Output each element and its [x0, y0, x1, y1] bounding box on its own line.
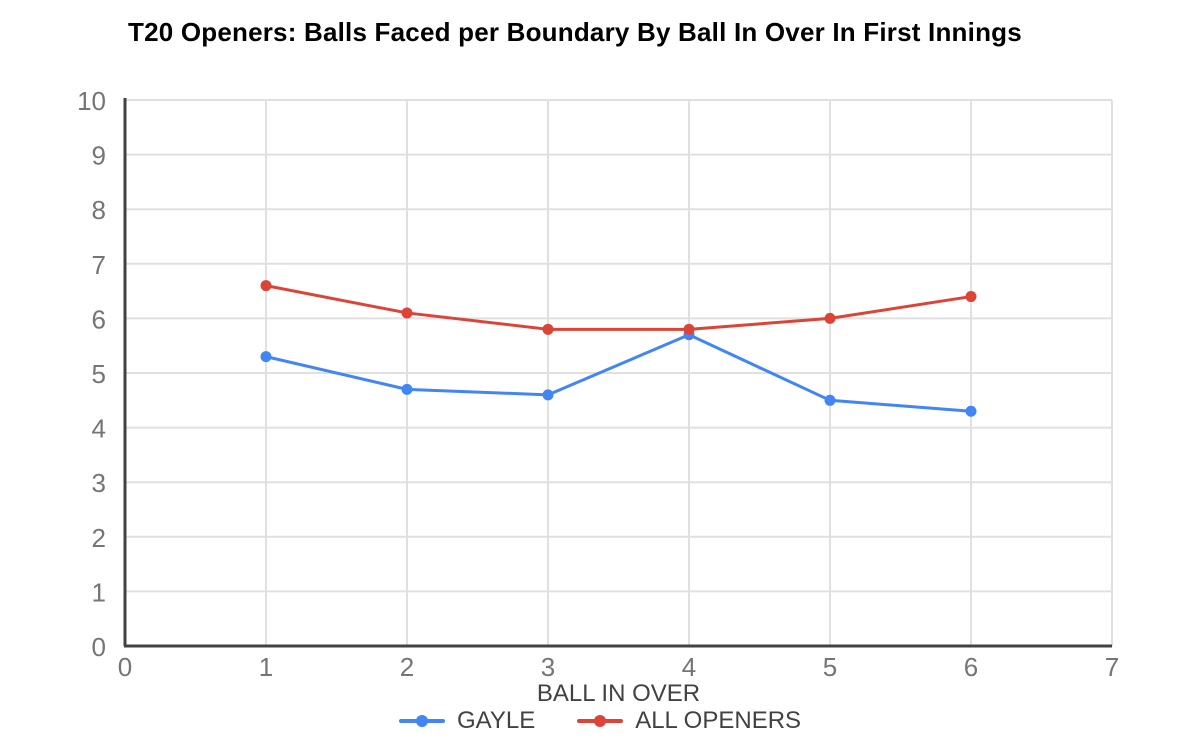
- data-point-all-openers-x3: [542, 323, 554, 335]
- y-tick-label: 6: [92, 304, 106, 334]
- y-tick-label: 3: [92, 468, 106, 498]
- data-point-all-openers-x2: [401, 307, 413, 319]
- y-tick-label: 0: [92, 632, 106, 662]
- data-point-gayle-x2: [401, 383, 413, 395]
- y-tick-label: 4: [92, 414, 106, 444]
- y-tick-label: 7: [92, 250, 106, 280]
- legend-label-gayle: GAYLE: [456, 707, 536, 734]
- data-point-all-openers-x6: [965, 291, 977, 303]
- y-tick-label: 8: [92, 195, 106, 225]
- legend-label-all-openers: ALL OPENERS: [635, 707, 802, 734]
- chart-title: T20 Openers: Balls Faced per Boundary By…: [128, 17, 1022, 47]
- data-point-all-openers-x4: [683, 323, 695, 335]
- data-point-gayle-x5: [824, 394, 836, 406]
- x-axis-title: BALL IN OVER: [536, 680, 701, 707]
- data-point-all-openers-x1: [260, 280, 272, 292]
- legend-swatch-all-openers-icon: [577, 715, 624, 727]
- legend-dot-all-openers: [594, 715, 607, 727]
- x-tick-label: 0: [118, 652, 132, 682]
- data-point-gayle-x1: [260, 351, 272, 363]
- y-tick-label: 9: [92, 141, 106, 171]
- data-point-all-openers-x5: [824, 312, 836, 324]
- data-point-gayle-x3: [542, 389, 554, 401]
- y-tick-label: 2: [92, 523, 106, 553]
- legend: GAYLE ALL OPENERS: [0, 707, 1200, 735]
- data-point-gayle-x6: [965, 405, 977, 417]
- x-tick-label: 5: [823, 652, 837, 682]
- x-tick-label: 7: [1105, 652, 1119, 682]
- legend-dot-gayle: [415, 715, 428, 727]
- x-tick-label: 1: [259, 652, 273, 682]
- legend-swatch-gayle-icon: [398, 715, 445, 727]
- series-line-gayle: [264, 333, 973, 413]
- x-tick-label: 2: [400, 652, 414, 682]
- legend-item-gayle: GAYLE: [398, 707, 536, 735]
- x-tick-label: 4: [682, 652, 696, 682]
- series-line-all-openers: [264, 284, 973, 331]
- legend-item-all-openers: ALL OPENERS: [577, 707, 801, 735]
- y-tick-label: 1: [92, 577, 106, 607]
- y-tick-label: 5: [92, 359, 106, 389]
- x-tick-label: 6: [964, 652, 978, 682]
- y-tick-label: 10: [77, 86, 106, 116]
- x-tick-label: 3: [541, 652, 555, 682]
